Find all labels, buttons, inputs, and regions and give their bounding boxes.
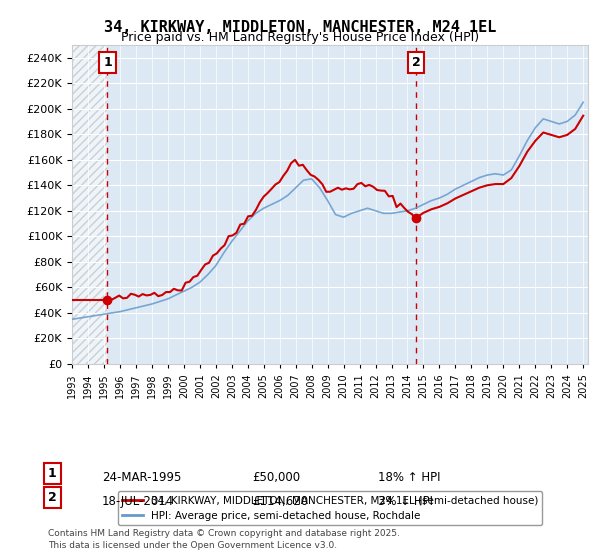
Text: 2: 2 — [412, 56, 421, 69]
Text: 18-JUL-2014: 18-JUL-2014 — [102, 494, 174, 508]
Text: Contains HM Land Registry data © Crown copyright and database right 2025.
This d: Contains HM Land Registry data © Crown c… — [48, 529, 400, 550]
Text: 24-MAR-1995: 24-MAR-1995 — [102, 470, 181, 484]
Text: 1: 1 — [103, 56, 112, 69]
Legend: 34, KIRKWAY, MIDDLETON, MANCHESTER, M24 1EL (semi-detached house), HPI: Average : 34, KIRKWAY, MIDDLETON, MANCHESTER, M24 … — [118, 491, 542, 525]
Text: 18% ↑ HPI: 18% ↑ HPI — [378, 470, 440, 484]
Text: £114,620: £114,620 — [252, 494, 308, 508]
Text: £50,000: £50,000 — [252, 470, 300, 484]
Text: 3% ↓ HPI: 3% ↓ HPI — [378, 494, 433, 508]
Text: 2: 2 — [48, 491, 57, 504]
Text: 34, KIRKWAY, MIDDLETON, MANCHESTER, M24 1EL: 34, KIRKWAY, MIDDLETON, MANCHESTER, M24 … — [104, 20, 496, 35]
Text: Price paid vs. HM Land Registry's House Price Index (HPI): Price paid vs. HM Land Registry's House … — [121, 31, 479, 44]
Bar — [72, 45, 107, 364]
Text: 1: 1 — [48, 467, 57, 480]
